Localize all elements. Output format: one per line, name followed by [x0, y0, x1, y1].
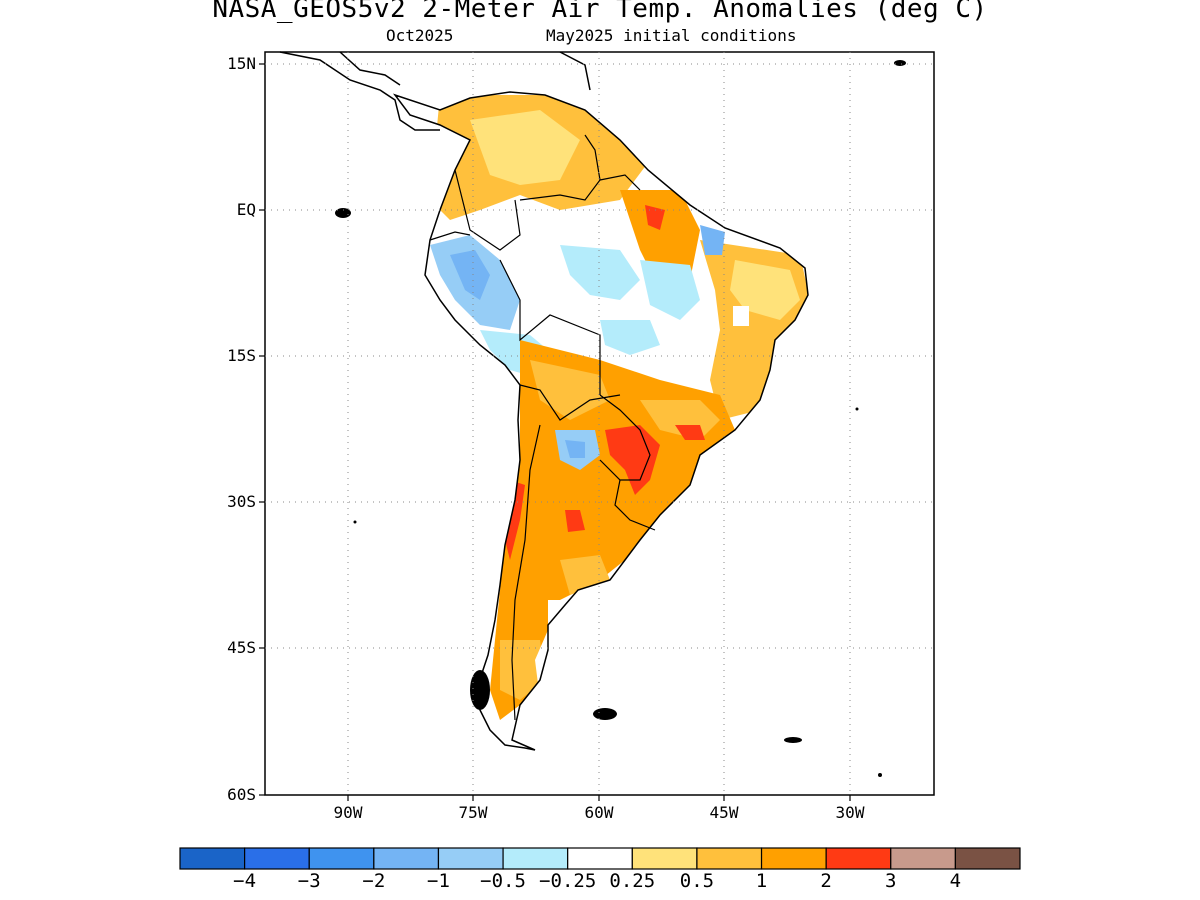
colorbar-swatch	[437, 847, 504, 870]
central-america-coast	[279, 51, 591, 131]
colorbar-swatch	[760, 847, 827, 870]
x-tick-label: 60W	[584, 803, 614, 822]
y-tick-label: 45S	[227, 638, 256, 657]
x-tick-label: 30W	[835, 803, 865, 822]
colorbar-swatch	[179, 847, 246, 870]
x-tick-label: 45W	[709, 803, 739, 822]
chart-title: NASA_GEOS5v2 2-Meter Air Temp. Anomalies…	[212, 0, 988, 24]
x-tick-label: 90W	[333, 803, 363, 822]
y-tick-label: 15S	[227, 346, 256, 365]
x-tick-label: 75W	[458, 803, 488, 822]
colorbar-swatch	[890, 847, 956, 870]
colorbar-label: 0.25	[609, 870, 656, 892]
colorbar-swatch	[954, 847, 1021, 870]
colorbar-label: −0.5	[480, 870, 526, 892]
islands	[335, 60, 906, 777]
colorbar-swatch	[696, 847, 763, 870]
colorbar-label: 0.5	[679, 870, 715, 892]
colorbar	[179, 847, 1021, 870]
colorbar-label: −0.25	[539, 870, 597, 892]
country-borders	[429, 134, 656, 721]
colorbar-swatch	[308, 847, 375, 870]
y-tick-label: 60S	[227, 785, 256, 804]
colorbar-swatch	[567, 847, 633, 870]
colorbar-label: −4	[233, 870, 257, 892]
initial-conditions: May2025 initial conditions	[546, 26, 797, 45]
colorbar-label: 1	[755, 870, 768, 892]
colorbar-swatch	[631, 847, 698, 870]
y-tick-label: 30S	[227, 492, 256, 511]
colorbar-label: 4	[949, 870, 962, 892]
forecast-month: Oct2025	[386, 26, 454, 45]
colorbar-swatch	[825, 847, 892, 870]
axis-ticks	[259, 63, 851, 801]
colorbar-label: −3	[297, 870, 321, 892]
colorbar-swatch	[244, 847, 310, 870]
y-tick-label: 15N	[227, 54, 256, 73]
colorbar-label: 3	[885, 870, 897, 892]
colorbar-label: −1	[427, 870, 450, 892]
colorbar-swatch	[502, 847, 569, 870]
colorbar-label: 2	[820, 870, 832, 892]
y-tick-label: EQ	[236, 200, 256, 219]
colorbar-swatch	[373, 847, 440, 870]
colorbar-label: −2	[362, 870, 386, 892]
